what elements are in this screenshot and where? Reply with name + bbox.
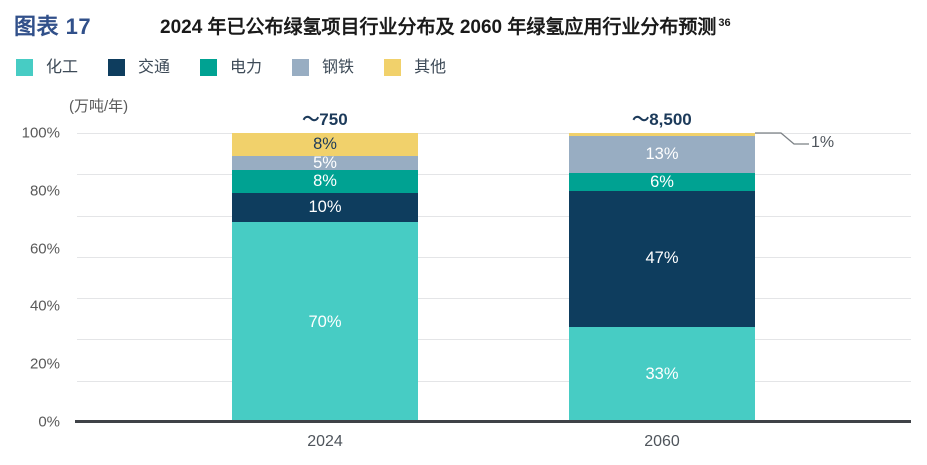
callout-label: 1% [811,134,835,151]
chart-legend: 化工 交通 电力 钢铁 其他 [16,59,476,76]
legend-label: 化工 [46,59,79,76]
footnote-reference: 36 [718,16,731,29]
legend-label: 钢铁 [322,59,355,76]
legend-swatch-icon [292,59,310,76]
gridline [77,215,911,217]
gridline [77,174,911,176]
segment-value-label: 5% [313,153,337,172]
stacked-bar-2024: ～750 8% 5% 8% 10% 70% [232,110,418,422]
gridline [77,133,911,134]
segment-value-label: 6% [650,172,674,191]
segment-value-label: 47% [645,249,679,268]
legend-label: 电力 [230,59,263,76]
segment-value-label: 10% [308,198,342,217]
bar-segment-2024-其他: 8% [232,133,418,156]
segment-value-label: 33% [645,365,679,384]
y-tick-20: 20% [29,355,60,373]
legend-item-电力: 电力 [200,59,262,76]
bar-segment-2060-交通: 47% [569,190,755,327]
y-tick-80: 80% [29,182,60,200]
y-tick-100: 100% [21,124,60,142]
figure-title-text: 2024 年已公布绿氢项目行业分布及 2060 年绿氢应用行业分布预测 [160,17,717,38]
figure-title: 2024 年已公布绿氢项目行业分布及 2060 年绿氢应用行业分布预测 36 [160,12,731,39]
bar-total-2060: ～8,500 [632,110,692,129]
bar-segment-2024-交通: 10% [232,193,418,222]
y-tick-60: 60% [29,240,60,258]
bar-segment-2060-其他 [569,133,755,136]
legend-label: 其他 [414,59,447,76]
segment-value-label: 8% [313,135,337,154]
x-axis-line [75,420,911,423]
legend-swatch-icon [384,59,402,76]
x-axis-label-2060: 2060 [644,433,680,450]
legend-item-化工: 化工 [16,59,78,76]
y-axis-unit-label: (万吨/年) [69,98,129,115]
legend-swatch-icon [200,59,218,76]
legend-item-交通: 交通 [108,59,170,76]
legend-item-钢铁: 钢铁 [292,59,354,76]
legend-item-其他: 其他 [384,59,446,76]
gridline [77,298,911,300]
bar-segment-2024-化工: 70% [232,221,418,422]
plot-area: 100% 80% 60% 40% 20% 0% ～750 8% 5% 8% 10% 70… [22,110,911,450]
bar-total-2024: ～750 [302,110,348,129]
legend-swatch-icon [16,59,33,76]
x-axis-label-2024: 2024 [307,433,343,450]
gridline [77,380,911,382]
y-tick-0: 0% [38,413,60,431]
bar-segment-2024-电力: 8% [232,170,418,194]
bar-segment-2060-钢铁: 13% [569,135,755,174]
callout-line [755,132,809,145]
figure-number: 图表 17 [14,14,92,39]
y-tick-40: 40% [29,297,60,315]
segment-value-label: 70% [308,312,342,331]
legend-swatch-icon [108,59,126,76]
segment-value-label: 13% [645,145,679,164]
legend-label: 交通 [138,59,171,76]
bar-segment-2024-钢铁: 5% [232,153,418,172]
gridline [77,339,911,341]
segment-value-label: 8% [313,172,337,191]
bar-segment-2060-化工: 33% [569,326,755,422]
stacked-bar-2060: ～8,500 13% 6% 47% 33% [569,110,755,422]
gridline [77,256,911,258]
bar-segment-2060-电力: 6% [569,172,755,191]
